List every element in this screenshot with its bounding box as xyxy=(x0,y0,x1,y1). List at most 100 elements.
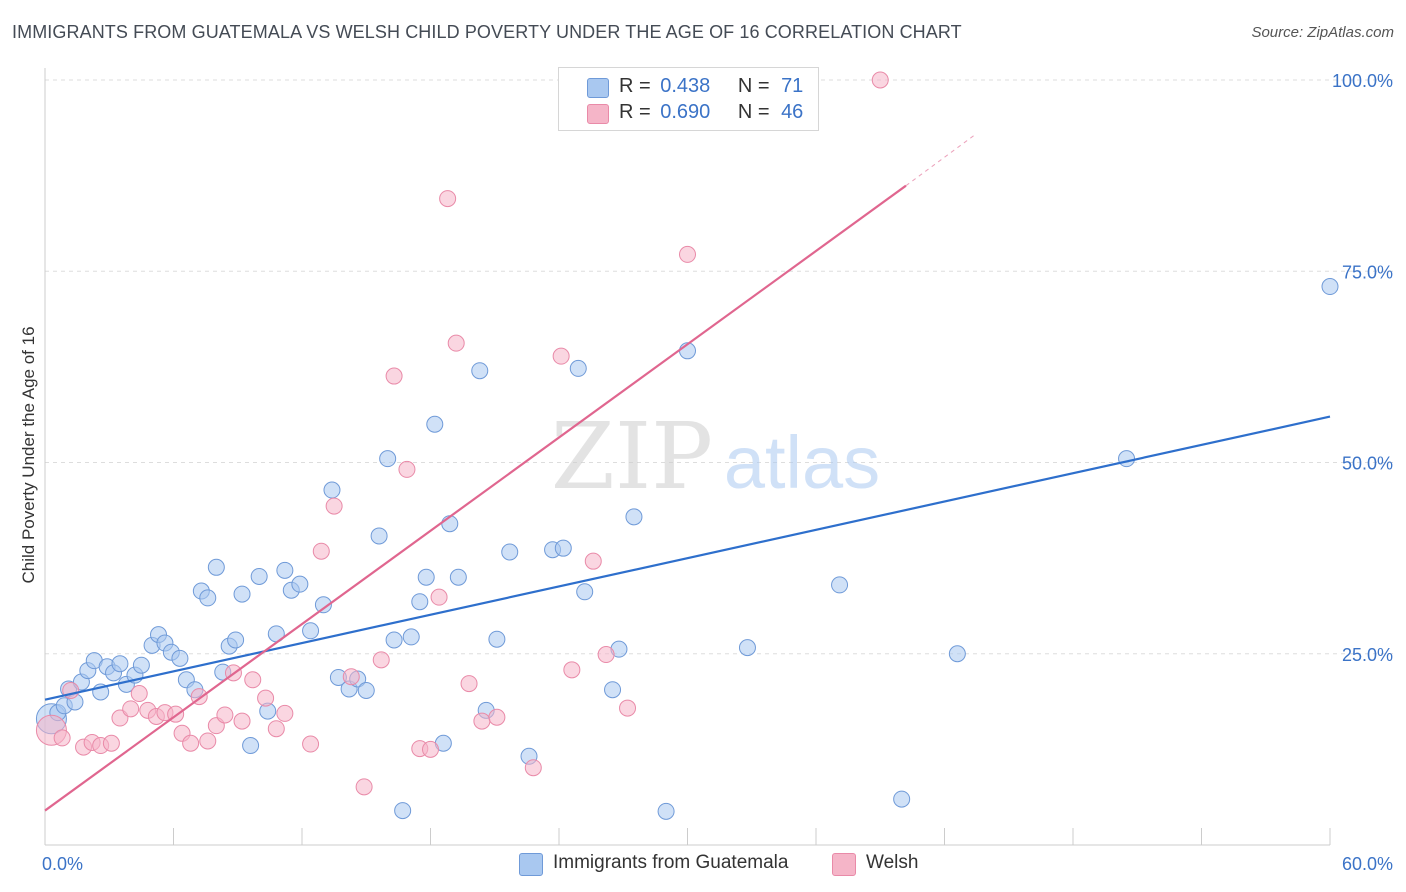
point-guatemala xyxy=(1118,450,1136,468)
legend-r-value-welsh: 0.690 xyxy=(660,101,711,123)
point-guatemala xyxy=(111,655,129,673)
point-guatemala xyxy=(370,527,388,545)
point-guatemala xyxy=(426,415,444,433)
point-welsh xyxy=(302,735,320,753)
point-guatemala xyxy=(227,631,245,649)
legend-n-value-welsh: 46 xyxy=(781,101,804,123)
point-welsh xyxy=(122,700,140,718)
point-welsh xyxy=(182,734,200,752)
point-guatemala xyxy=(357,681,375,699)
axes xyxy=(44,68,1331,846)
point-guatemala xyxy=(132,656,150,674)
bottom-legend-label-guatemala: Immigrants from Guatemala xyxy=(553,852,789,873)
point-welsh xyxy=(552,347,570,365)
point-guatemala xyxy=(199,589,217,607)
point-guatemala xyxy=(738,639,756,657)
chart-title: IMMIGRANTS FROM GUATEMALA VS WELSH CHILD… xyxy=(12,22,962,42)
point-welsh xyxy=(524,759,542,777)
point-guatemala xyxy=(314,596,332,614)
point-guatemala xyxy=(576,583,594,601)
point-welsh xyxy=(276,704,294,722)
point-welsh xyxy=(355,778,373,796)
trend-line-welsh xyxy=(44,184,907,812)
point-guatemala xyxy=(291,575,309,593)
grid-lines xyxy=(45,79,1395,655)
point-guatemala xyxy=(604,681,622,699)
tick-labels: 25.0% 50.0% 75.0% 100.0% 0.0% 60.0% Child Pove… xyxy=(19,71,1393,874)
bottom-legend-label-welsh: Welsh xyxy=(866,852,919,873)
point-guatemala xyxy=(394,802,412,820)
point-guatemala xyxy=(233,585,251,603)
point-welsh xyxy=(312,542,330,560)
point-guatemala xyxy=(411,593,429,611)
point-welsh xyxy=(385,367,403,385)
legend-n-label: N = xyxy=(737,75,770,97)
point-welsh xyxy=(342,668,360,686)
point-welsh xyxy=(102,734,120,752)
point-welsh xyxy=(199,732,217,750)
legend-swatch-pink xyxy=(587,104,609,124)
point-guatemala xyxy=(554,539,572,557)
point-welsh xyxy=(619,699,637,717)
point-guatemala xyxy=(657,802,675,820)
point-welsh xyxy=(430,588,448,606)
point-guatemala xyxy=(402,628,420,646)
point-welsh xyxy=(447,334,465,352)
legend-n-label: N = xyxy=(737,101,770,123)
legend-n-value-guatemala: 71 xyxy=(781,75,804,97)
point-guatemala xyxy=(276,561,294,579)
point-guatemala xyxy=(171,649,189,667)
bottom-legend-swatch-pink xyxy=(832,853,856,876)
point-guatemala xyxy=(625,508,643,526)
point-guatemala xyxy=(948,645,966,663)
legend: R = 0.438 N = 71 R = 0.690 N = 46 xyxy=(558,67,819,131)
y-tick-label: 100.0% xyxy=(1332,71,1393,91)
point-guatemala xyxy=(323,481,341,499)
point-welsh xyxy=(679,245,696,263)
point-welsh xyxy=(325,497,343,515)
point-welsh xyxy=(398,460,416,478)
legend-r-value-guatemala: 0.438 xyxy=(660,75,711,97)
watermark-atlas: atlas xyxy=(724,421,880,504)
point-guatemala xyxy=(379,450,397,468)
y-tick-label: 75.0% xyxy=(1342,262,1393,282)
watermark-zip: ZIP xyxy=(551,403,713,510)
point-guatemala xyxy=(501,543,519,561)
point-welsh xyxy=(257,689,275,707)
point-guatemala xyxy=(471,362,489,380)
point-guatemala xyxy=(893,790,911,808)
point-welsh xyxy=(488,708,506,726)
point-guatemala xyxy=(242,737,260,755)
y-axis-label: Child Poverty Under the Age of 16 xyxy=(19,326,38,583)
point-welsh xyxy=(422,740,439,758)
point-welsh xyxy=(216,706,234,724)
point-guatemala xyxy=(1321,278,1339,296)
x-tick-label-max: 60.0% xyxy=(1342,854,1393,874)
legend-r-label: R = xyxy=(619,75,651,97)
point-welsh xyxy=(53,729,71,747)
trend-lines xyxy=(44,133,1331,812)
point-welsh xyxy=(233,712,251,730)
point-welsh xyxy=(244,671,262,689)
point-guatemala xyxy=(488,630,506,648)
point-guatemala xyxy=(449,568,467,586)
point-welsh xyxy=(130,685,148,703)
bottom-legend-swatch-blue xyxy=(519,853,543,876)
point-welsh xyxy=(473,712,491,730)
point-guatemala xyxy=(302,622,320,640)
point-welsh xyxy=(372,651,390,669)
point-guatemala xyxy=(385,631,403,649)
point-guatemala xyxy=(207,558,225,576)
point-guatemala xyxy=(831,576,849,594)
trend-line-welsh-extension xyxy=(905,133,977,187)
x-tick-label-min: 0.0% xyxy=(42,854,83,874)
point-welsh xyxy=(597,646,615,664)
point-welsh xyxy=(871,71,889,89)
point-welsh xyxy=(563,661,581,679)
point-welsh xyxy=(584,552,602,570)
legend-r-label: R = xyxy=(619,101,651,123)
point-welsh xyxy=(439,190,457,208)
trend-line-guatemala xyxy=(44,415,1331,701)
source-label: Source: ZipAtlas.com xyxy=(1251,24,1394,41)
